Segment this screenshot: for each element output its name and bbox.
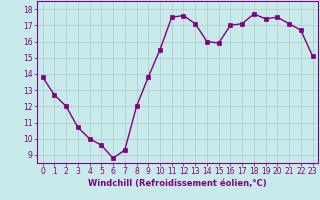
X-axis label: Windchill (Refroidissement éolien,°C): Windchill (Refroidissement éolien,°C) (88, 179, 267, 188)
